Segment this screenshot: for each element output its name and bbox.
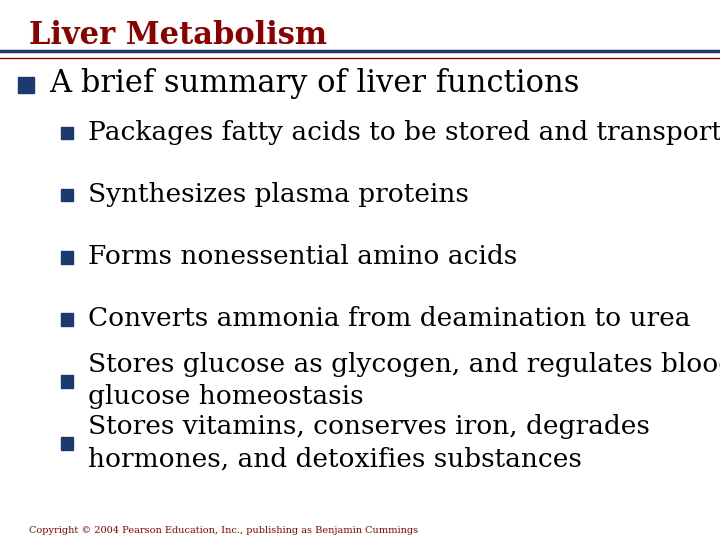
FancyBboxPatch shape (61, 437, 73, 450)
Text: Stores glucose as glycogen, and regulates blood
glucose homeostasis: Stores glucose as glycogen, and regulate… (88, 352, 720, 409)
FancyBboxPatch shape (61, 127, 73, 139)
FancyBboxPatch shape (61, 189, 73, 201)
Text: Copyright © 2004 Pearson Education, Inc., publishing as Benjamin Cummings: Copyright © 2004 Pearson Education, Inc.… (29, 526, 418, 535)
FancyBboxPatch shape (61, 251, 73, 264)
Text: Packages fatty acids to be stored and transported: Packages fatty acids to be stored and tr… (88, 120, 720, 145)
FancyBboxPatch shape (61, 375, 73, 388)
Text: Liver Metabolism: Liver Metabolism (29, 19, 327, 51)
FancyBboxPatch shape (18, 77, 34, 93)
FancyBboxPatch shape (61, 313, 73, 326)
Text: Synthesizes plasma proteins: Synthesizes plasma proteins (88, 182, 469, 207)
Text: Converts ammonia from deamination to urea: Converts ammonia from deamination to ure… (88, 306, 690, 331)
Text: Stores vitamins, conserves iron, degrades
hormones, and detoxifies substances: Stores vitamins, conserves iron, degrade… (88, 414, 649, 471)
Text: Forms nonessential amino acids: Forms nonessential amino acids (88, 244, 517, 269)
Text: A brief summary of liver functions: A brief summary of liver functions (49, 68, 580, 99)
